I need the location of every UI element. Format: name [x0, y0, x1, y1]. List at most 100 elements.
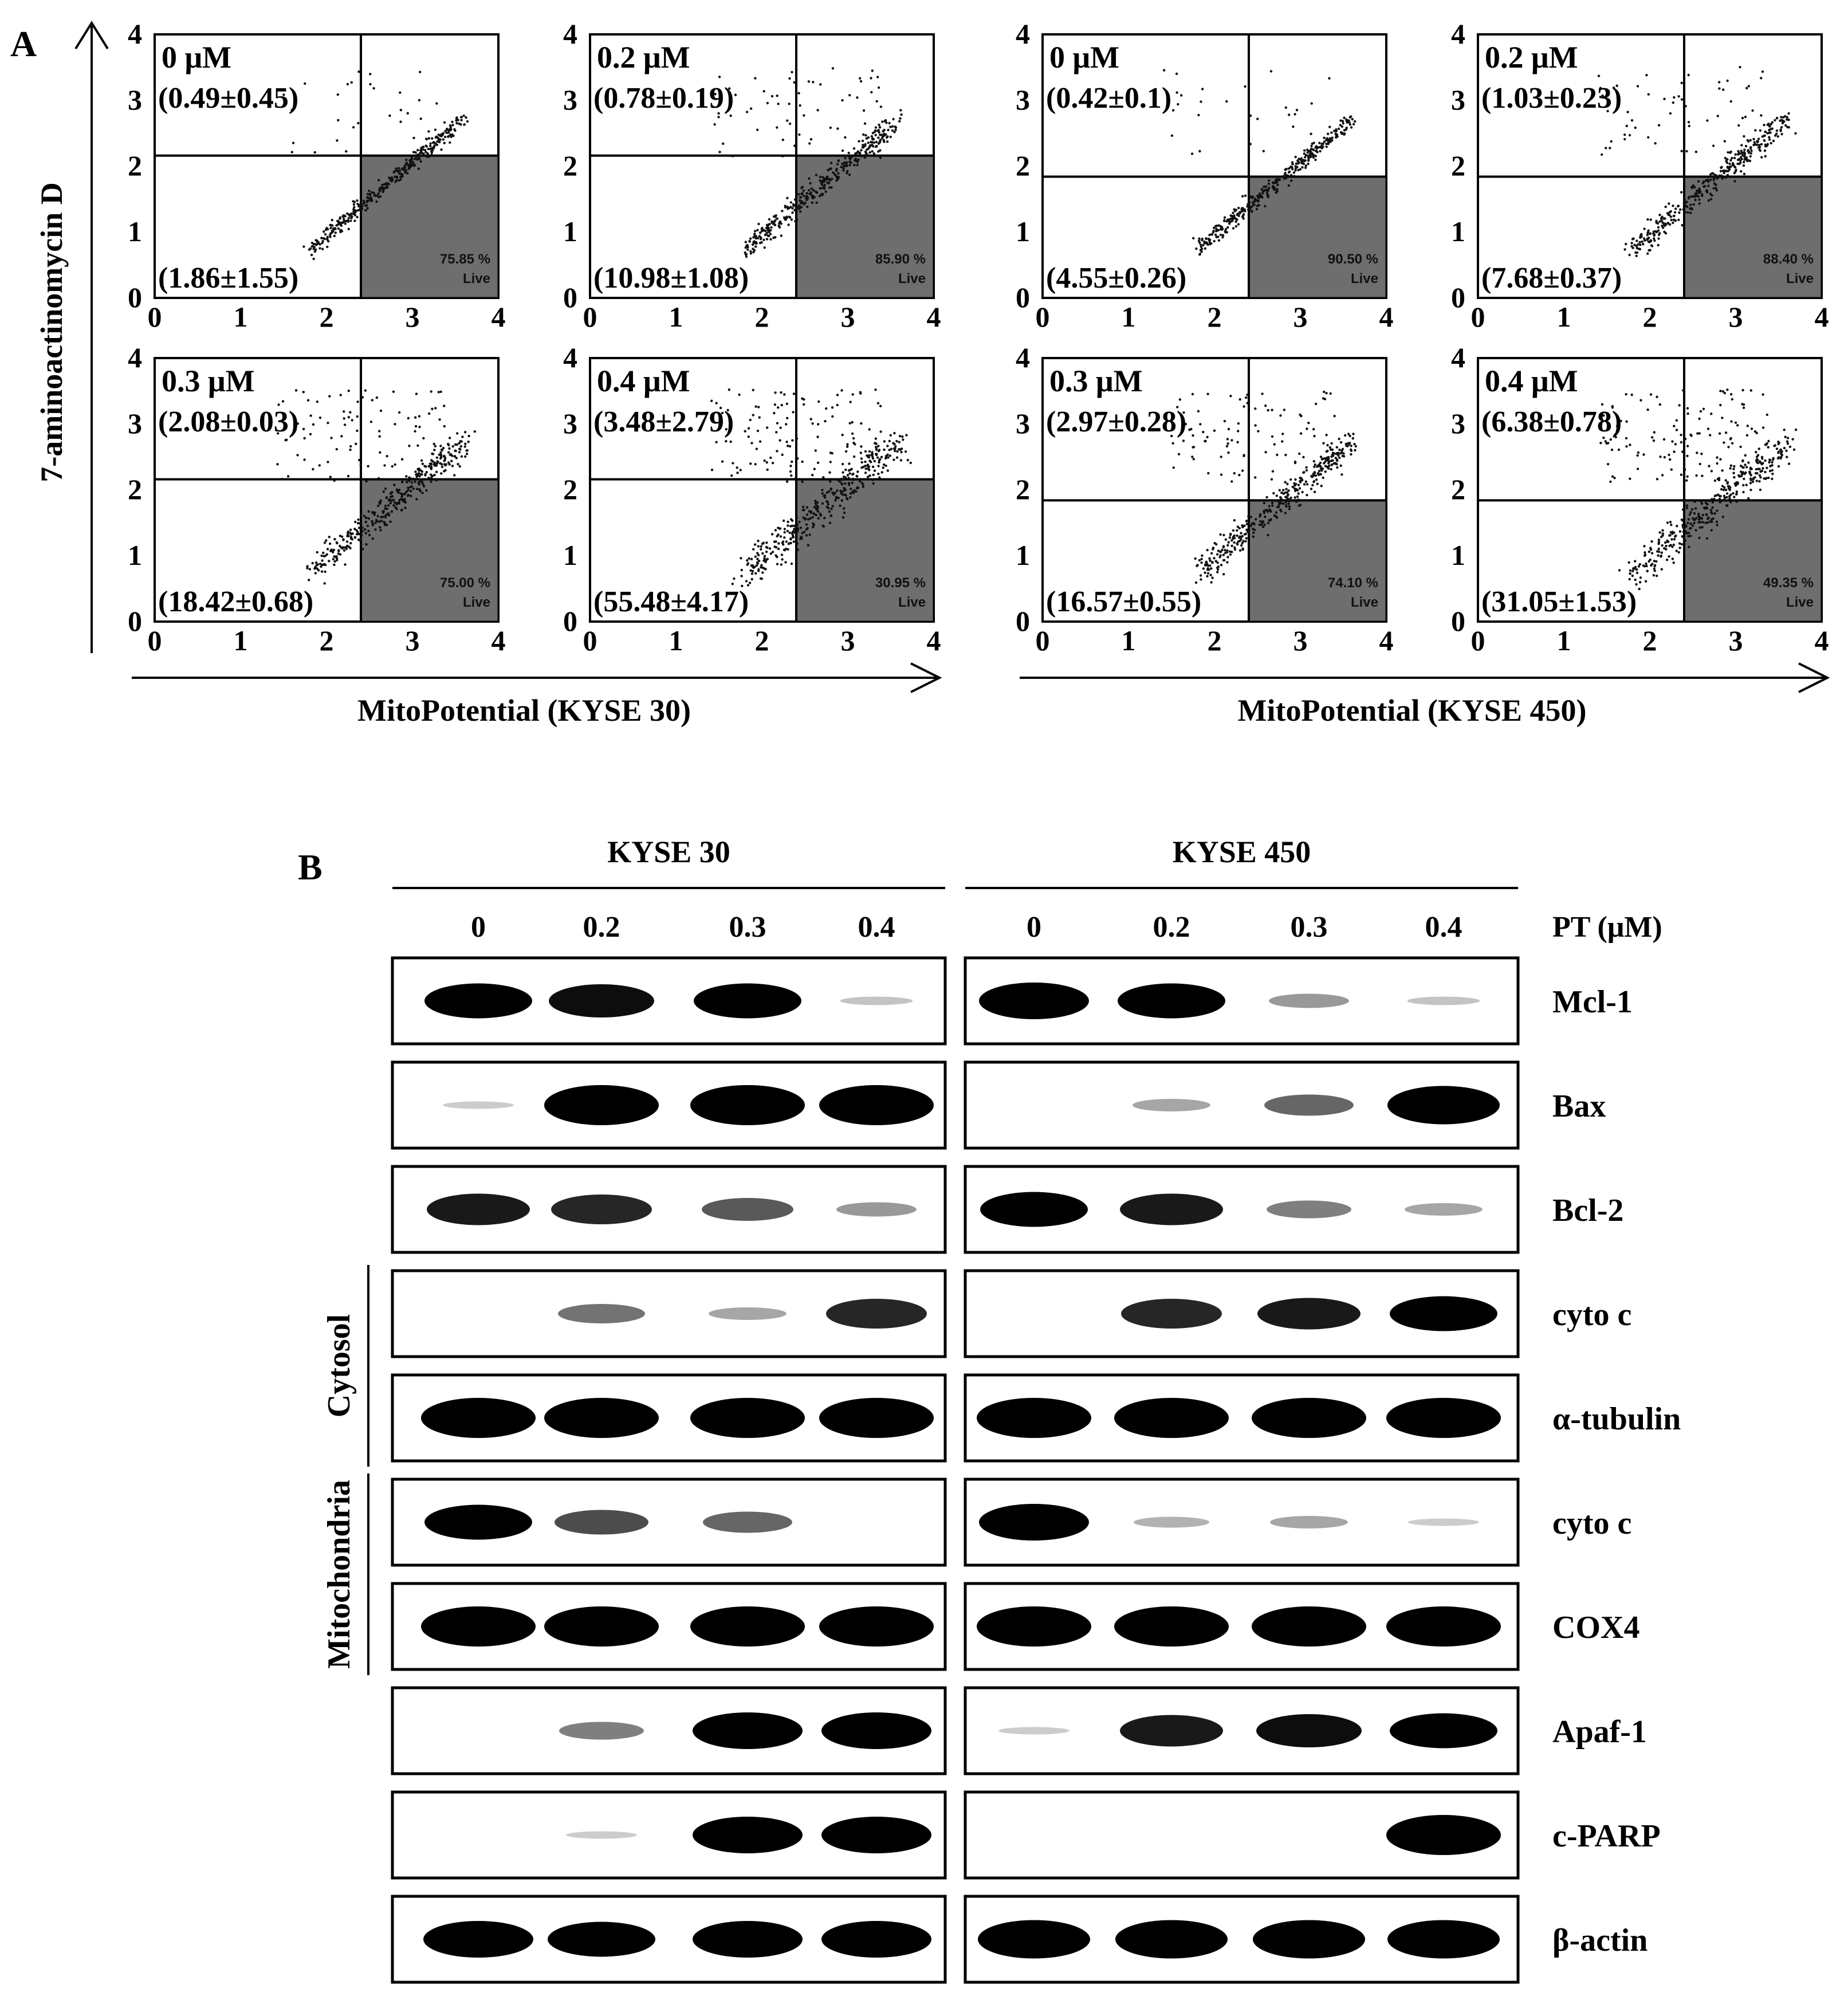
scatter-dot [886, 445, 889, 447]
scatter-dot [316, 567, 319, 570]
scatter-dot [1625, 437, 1628, 440]
scatter-dot [1662, 217, 1665, 220]
scatter-dot [899, 448, 902, 451]
scatter-dot [1265, 185, 1268, 188]
scatter-dot [449, 141, 451, 144]
scatter-dot [746, 562, 750, 565]
scatter-dot [1238, 536, 1241, 539]
scatter-dot [843, 161, 846, 164]
scatter-dot [816, 109, 819, 112]
scatter-dot [1350, 445, 1352, 447]
scatter-dot [1208, 239, 1211, 242]
scatter-dot [1324, 470, 1327, 473]
protein-band [694, 983, 801, 1019]
scatter-dot [1263, 501, 1266, 505]
scatter-dot [1751, 109, 1754, 112]
scatter-dot [440, 448, 443, 451]
scatter-dot [877, 450, 880, 453]
scatter-dot [1293, 461, 1297, 465]
scatter-dot [1271, 408, 1273, 411]
scatter-dot [447, 131, 450, 134]
scatter-dot [1213, 239, 1216, 243]
scatter-dot [1689, 203, 1692, 206]
scatter-dot [816, 509, 819, 512]
scatter-dot [1772, 139, 1775, 143]
scatter-dot [821, 180, 824, 183]
scatter-dot [1276, 183, 1279, 186]
scatter-dot [746, 559, 749, 562]
scatter-dot [356, 531, 359, 533]
y-tick-label: 3 [1016, 84, 1030, 116]
scatter-dot [1633, 243, 1636, 246]
scatter-dot [1296, 166, 1299, 168]
scatter-dot [451, 465, 454, 467]
scatter-dot [1226, 556, 1229, 559]
scatter-dot [1233, 548, 1237, 551]
scatter-dot [1290, 174, 1293, 176]
x-tick-label: 1 [669, 301, 683, 333]
y-tick-label: 2 [128, 473, 142, 505]
scatter-dot [811, 194, 814, 197]
scatter-dot [343, 417, 345, 420]
scatter-dot [1316, 482, 1319, 485]
scatter-dot [851, 432, 854, 435]
scatter-dot [1190, 427, 1193, 431]
scatter-dot [843, 511, 846, 514]
scatter-dot [360, 207, 364, 210]
scatter-dot [774, 391, 777, 394]
scatter-dot [1687, 73, 1690, 77]
scatter-dot [1638, 581, 1642, 584]
scatter-dot [375, 396, 379, 399]
scatter-dot [1228, 222, 1231, 225]
scatter-dot [753, 242, 757, 245]
blot-row: COX4 [391, 1582, 1639, 1671]
scatter-dot [803, 114, 805, 117]
scatter-dot [1745, 484, 1748, 486]
scatter-dot [831, 178, 833, 180]
scatter-dot [1643, 551, 1646, 554]
scatter-dot [1249, 516, 1252, 518]
scatter-dot [787, 207, 789, 210]
protein-band [821, 1817, 931, 1853]
scatter-dot [1246, 205, 1249, 208]
panel-a-letter: A [10, 23, 37, 64]
scatter-dot [904, 450, 907, 453]
scatter-dot [848, 173, 851, 176]
scatter-dot [1691, 524, 1694, 527]
scatter-dot [1653, 569, 1656, 572]
scatter-dot [774, 219, 777, 222]
scatter-dot [1647, 240, 1650, 243]
scatter-dot [1726, 166, 1729, 168]
scatter-dot [754, 77, 757, 80]
scatter-dots [1170, 390, 1357, 584]
scatter-dot [787, 445, 789, 447]
scatter-dot [414, 416, 417, 419]
scatter-dot [443, 454, 446, 458]
scatter-dot [1244, 85, 1247, 88]
scatter-dot [792, 392, 796, 395]
scatter-dot [383, 183, 386, 186]
scatter-dot [1206, 392, 1209, 395]
scatter-dot [1209, 573, 1212, 576]
scatter-dot [1602, 414, 1605, 417]
scatter-dot [427, 147, 430, 151]
scatter-dot [1724, 488, 1728, 492]
scatter-dot [1764, 155, 1767, 158]
lane-label: 0.2 [1153, 911, 1190, 944]
live-label: Live [898, 595, 926, 610]
scatter-dot [1750, 427, 1753, 430]
scatter-dot [865, 137, 868, 140]
scatter-dot [1675, 419, 1678, 422]
scatter-dot [1668, 223, 1672, 226]
live-gate-quadrant [795, 155, 935, 299]
scatter-dot [347, 474, 350, 478]
live-gate-quadrant [1248, 175, 1387, 299]
scatter-dot [1659, 455, 1662, 458]
scatter-dot [792, 534, 795, 537]
scatter-dot [1655, 560, 1658, 563]
scatter-dot [1715, 183, 1717, 186]
scatter-dot [824, 190, 827, 193]
scatter-dot [781, 210, 784, 213]
scatter-dot [1711, 194, 1713, 197]
